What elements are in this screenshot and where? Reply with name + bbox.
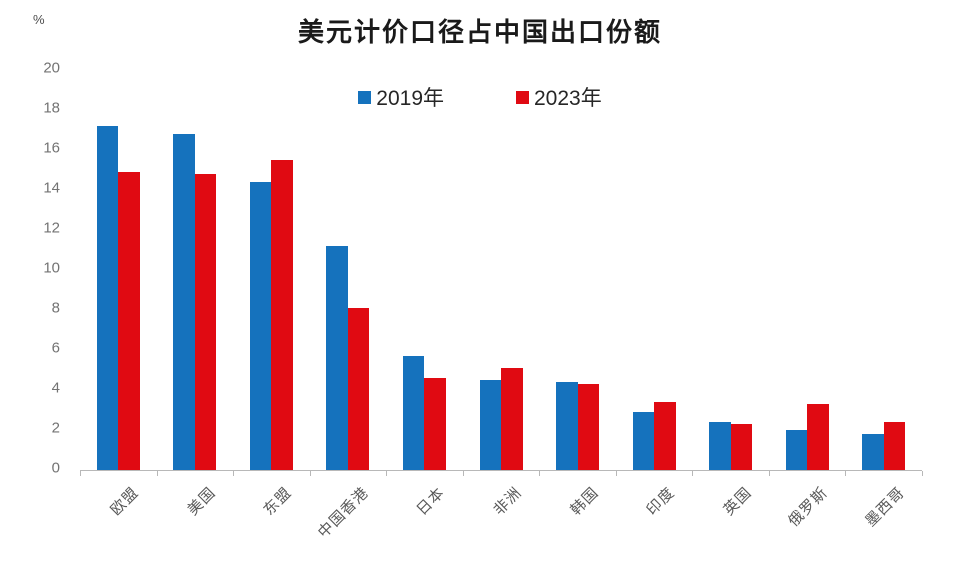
y-axis-tick-label: 2 xyxy=(51,419,60,437)
bar-2019年-英国 xyxy=(709,422,731,470)
bar-2019年-中国香港 xyxy=(326,246,348,470)
bar-2019年-墨西哥 xyxy=(862,434,884,470)
x-axis-tick-mark xyxy=(156,471,158,476)
x-axis-category-label: 东盟 xyxy=(260,484,296,519)
x-axis-category-label: 墨西哥 xyxy=(861,484,908,531)
x-axis-category-label: 美国 xyxy=(184,484,219,519)
legend-item-2023: 2023年 xyxy=(516,82,602,112)
y-axis-tick-label: 18 xyxy=(43,99,60,117)
x-axis-category-label: 印度 xyxy=(643,484,679,519)
bar-2019年-印度 xyxy=(632,412,655,470)
y-axis-tick-label: 6 xyxy=(51,339,60,357)
x-axis-tick-mark xyxy=(462,471,464,476)
y-axis-tick-label: 12 xyxy=(43,219,60,237)
bar-2023年-东盟 xyxy=(271,160,293,470)
x-axis-tick-mark xyxy=(768,471,770,476)
bar-2019年-非洲 xyxy=(479,380,501,470)
x-axis-category-label: 韩国 xyxy=(567,484,602,519)
x-axis-tick-mark xyxy=(692,471,694,476)
bar-2019年-俄罗斯 xyxy=(785,430,808,470)
x-axis-category-label: 英国 xyxy=(720,484,755,519)
x-axis-category-label: 中国香港 xyxy=(314,484,373,542)
x-axis-category-label: 日本 xyxy=(413,484,449,519)
legend-swatch-2019 xyxy=(358,90,372,104)
bar-2023年-印度 xyxy=(654,402,676,470)
y-axis-tick-label: 4 xyxy=(51,379,60,397)
x-axis-tick-mark xyxy=(922,471,923,476)
y-axis-tick-label: 8 xyxy=(51,299,60,317)
x-axis-category-label: 欧盟 xyxy=(107,484,143,519)
legend: 2019年 2023年 xyxy=(0,82,960,112)
x-axis-tick-mark xyxy=(80,471,81,476)
bar-2023年-中国香港 xyxy=(347,308,370,470)
legend-label-2023: 2023年 xyxy=(534,87,602,110)
y-axis-unit-label: % xyxy=(33,12,45,27)
bar-2019年-美国 xyxy=(173,134,195,470)
x-axis-tick-mark xyxy=(539,471,541,476)
y-axis-tick-label: 20 xyxy=(43,59,60,77)
bar-2023年-墨西哥 xyxy=(883,422,906,470)
chart-title: 美元计价口径占中国出口份额 xyxy=(297,18,662,47)
x-axis-tick-mark xyxy=(845,471,847,476)
y-axis-tick-label: 0 xyxy=(51,459,60,477)
legend-item-2019: 2019年 xyxy=(358,82,444,112)
bar-2019年-欧盟 xyxy=(96,126,119,470)
bar-2023年-欧盟 xyxy=(118,172,140,470)
x-axis-category-label: 俄罗斯 xyxy=(785,484,832,531)
x-axis-tick-mark xyxy=(386,471,388,476)
bar-2019年-韩国 xyxy=(556,382,578,470)
bar-2023年-美国 xyxy=(194,174,217,470)
x-axis-category-label: 非洲 xyxy=(490,484,526,519)
legend-label-2019: 2019年 xyxy=(376,87,444,110)
y-axis-tick-label: 16 xyxy=(43,139,60,157)
y-axis-tick-label: 14 xyxy=(43,179,60,197)
x-axis-tick-mark xyxy=(233,471,235,476)
x-axis-tick-mark xyxy=(615,471,617,476)
bar-2019年-日本 xyxy=(402,356,425,470)
bar-2023年-韩国 xyxy=(577,384,600,470)
bar-2023年-日本 xyxy=(424,378,446,470)
bar-2023年-非洲 xyxy=(501,368,523,470)
bar-2023年-英国 xyxy=(730,424,753,470)
x-axis-tick-mark xyxy=(309,471,311,476)
y-axis-tick-label: 10 xyxy=(43,259,60,277)
bar-2019年-东盟 xyxy=(249,182,272,470)
x-axis-line xyxy=(80,470,922,471)
legend-swatch-2023 xyxy=(516,90,529,104)
bar-2023年-俄罗斯 xyxy=(807,404,829,470)
